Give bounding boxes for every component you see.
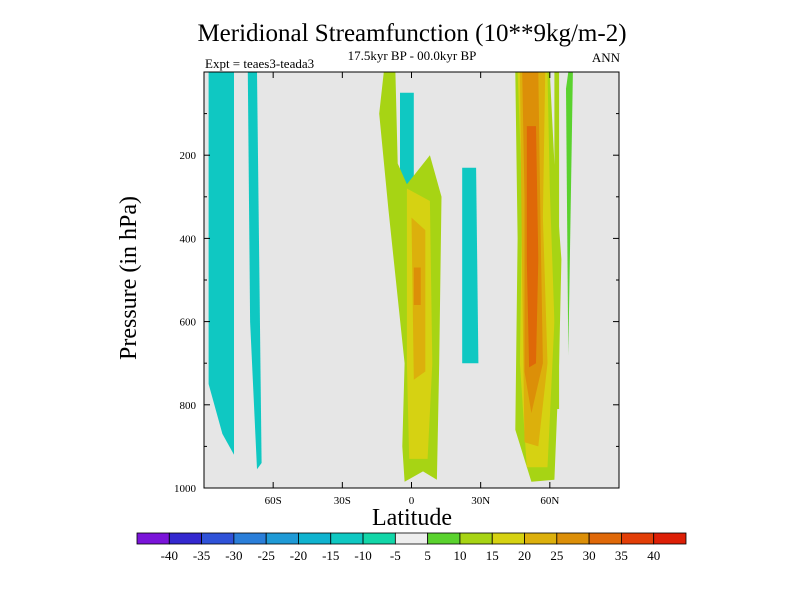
legend-swatch (330, 532, 364, 545)
legend-swatch (653, 532, 687, 545)
legend-swatch (588, 532, 622, 545)
x-axis-label: Latitude (372, 505, 452, 531)
legend-level-label: -35 (193, 548, 210, 563)
y-axis-label: Pressure (in hPa) (116, 196, 142, 360)
legend-level-label: 30 (583, 548, 596, 563)
x-tick-label: 60S (265, 495, 282, 507)
y-tick-label: 600 (180, 317, 197, 329)
y-tick-label: 200 (180, 150, 197, 162)
ss-positive-nh-tail-1 (554, 72, 560, 409)
x-tick-label: 0 (409, 495, 415, 507)
legend-swatch (233, 532, 267, 545)
legend-level-label: -5 (390, 548, 401, 563)
legend-level-label: 15 (486, 548, 499, 563)
season-label: ANN (592, 50, 621, 65)
legend-level-label: -10 (354, 548, 371, 563)
ss-positive-nh-core (526, 126, 539, 368)
ss-positive-eq-max (413, 267, 421, 305)
legend-swatch (524, 532, 558, 545)
legend-swatch (394, 532, 429, 545)
ss-negative-nh-mid (462, 167, 479, 364)
legend-swatch (459, 532, 493, 545)
legend-level-label: 25 (550, 548, 563, 563)
legend-swatch (621, 532, 655, 545)
legend-swatch (168, 532, 202, 545)
legend-level-label: -25 (258, 548, 275, 563)
ss-negative-band-1 (208, 72, 234, 455)
chart-title: Meridional Streamfunction (10**9kg/m-2) (197, 20, 626, 47)
y-tick-label: 400 (180, 233, 197, 245)
ss-negative-band-2 (247, 72, 262, 470)
legend-swatch (298, 532, 332, 545)
legend-swatch (265, 532, 299, 545)
legend-swatch (556, 532, 590, 545)
x-tick-label: 60N (540, 495, 559, 507)
legend-level-label: -15 (322, 548, 339, 563)
contour-regions (208, 72, 573, 482)
x-tick-label: 30N (471, 495, 490, 507)
chart-subtitle: 17.5kyr BP - 00.0kyr BP (348, 48, 477, 63)
x-tick-label: 30S (334, 495, 351, 507)
legend-swatch (427, 532, 461, 545)
legend-level-label: 10 (453, 548, 466, 563)
x-axis-ticks: 60S 30S 0 30N 60N (265, 72, 559, 507)
legend-swatch (491, 532, 525, 545)
legend-level-label: -40 (161, 548, 178, 563)
legend-level-label: 20 (518, 548, 531, 563)
ss-positive-nh-tail-2 (566, 72, 573, 355)
experiment-label: Expt = teaes3-teada3 (205, 56, 314, 71)
legend-swatch (201, 532, 235, 545)
legend-swatch (362, 532, 396, 545)
contour-plot: 60S 30S 0 30N 60N 200 400 600 800 1000 (174, 71, 620, 507)
y-axis-ticks: 200 400 600 800 1000 (174, 113, 619, 495)
legend-level-label: -30 (225, 548, 242, 563)
y-tick-label: 1000 (174, 483, 197, 495)
legend-level-label: 5 (424, 548, 431, 563)
legend-swatch (136, 532, 170, 545)
legend-level-label: -20 (290, 548, 307, 563)
y-tick-label: 800 (180, 400, 197, 412)
legend-level-label: 40 (647, 548, 660, 563)
color-legend: -40 -35 -30 -25 -20 -15 -10 -5 5 10 15 20 25 30 35 40 (136, 532, 687, 563)
legend-level-label: 35 (615, 548, 628, 563)
